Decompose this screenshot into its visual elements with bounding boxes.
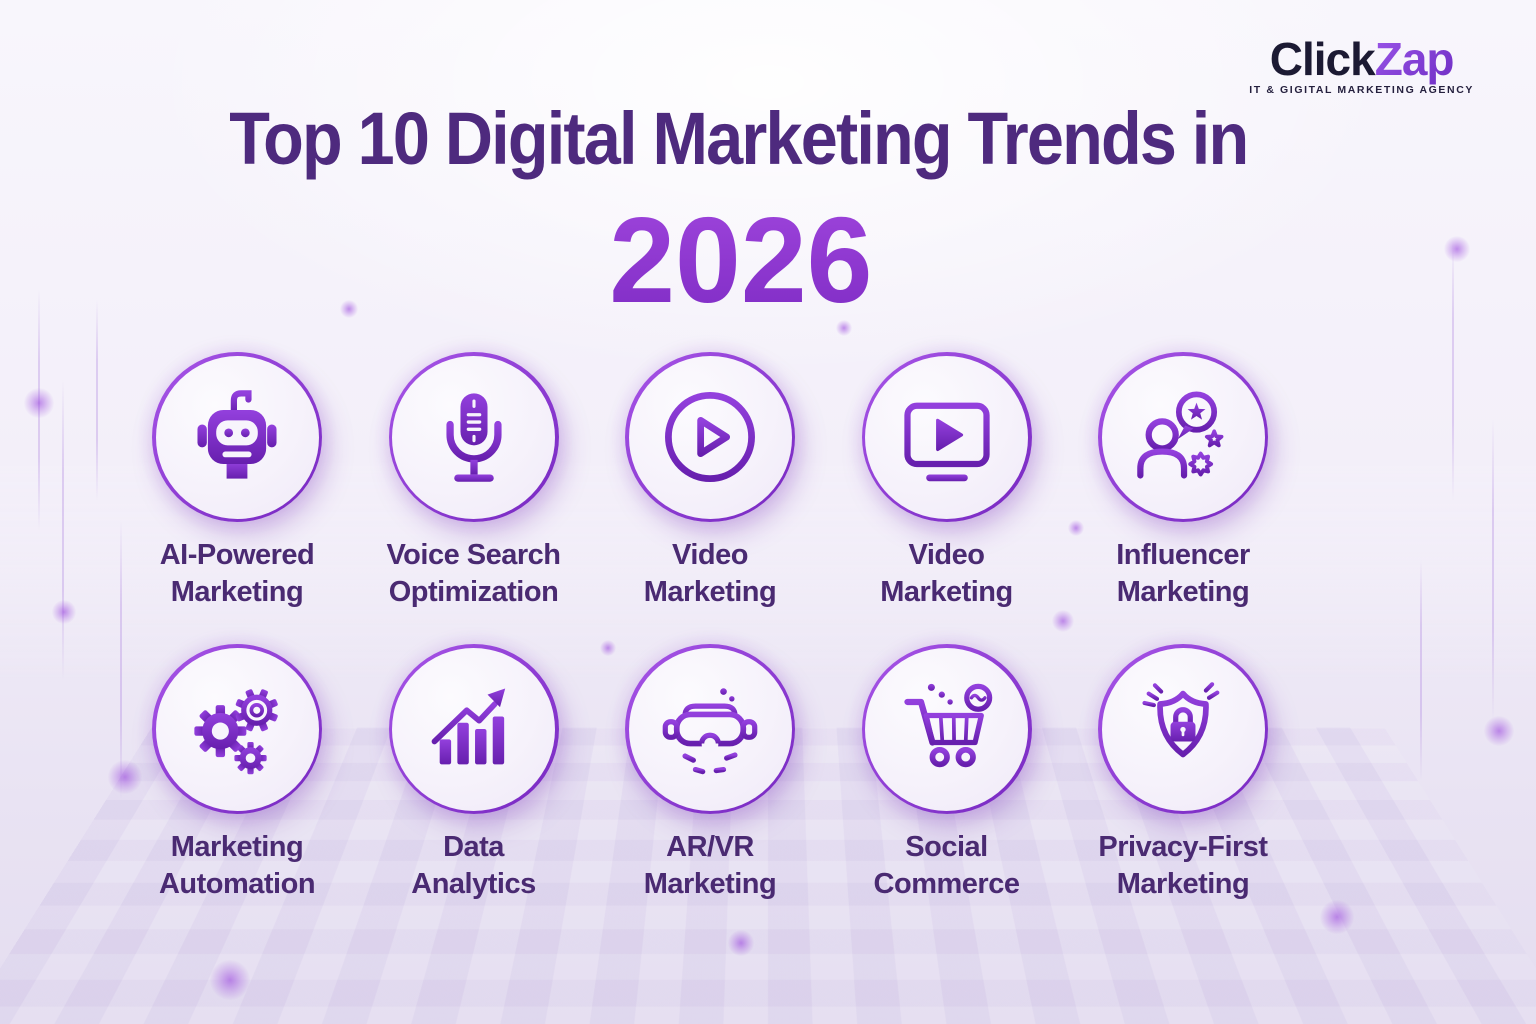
shopping-cart-icon [861, 644, 1032, 814]
trend-label-line2: Marketing [643, 576, 777, 608]
brand-name: ClickZap [1249, 36, 1474, 82]
trend-label-line1: Marketing [170, 831, 304, 863]
brand-name-primary: Click [1269, 33, 1376, 85]
glow-speck [1320, 900, 1354, 934]
trend-label-line2: Marketing [880, 576, 1013, 608]
glow-speck [210, 960, 250, 1000]
trend-label-line1: Social [905, 831, 988, 863]
glow-speck [24, 388, 54, 418]
glow-speck [728, 930, 754, 956]
trend-card-ai-powered-marketing: AI-Powered Marketing [127, 352, 347, 611]
circuit-line [96, 300, 98, 500]
trend-card-data-analytics: Data Analytics [364, 644, 584, 903]
trend-label: Video Marketing [837, 537, 1057, 611]
trend-label: Social Commerce [837, 829, 1057, 903]
trend-label-line1: Voice Search [386, 539, 561, 571]
trend-card-video-marketing-1: Video Marketing [600, 352, 820, 611]
trend-label-line1: Privacy-First [1098, 831, 1268, 863]
brand-logo: ClickZap IT & GIGITAL MARKETING AGENCY [1249, 36, 1474, 96]
trend-label-line2: Marketing [1116, 868, 1250, 900]
trend-label: AI-Powered Marketing [127, 537, 347, 611]
vr-headset-icon [625, 644, 795, 814]
trend-card-privacy-first-marketing: Privacy-First Marketing [1073, 644, 1293, 903]
glow-speck [1444, 236, 1470, 262]
circuit-line [1452, 240, 1454, 500]
trend-label-line2: Optimization [388, 576, 559, 608]
circuit-line [1420, 560, 1422, 780]
icon-circle [865, 355, 1028, 519]
trend-label-line2: Marketing [1116, 576, 1250, 608]
icon-circle [628, 647, 792, 811]
brand-tagline: IT & GIGITAL MARKETING AGENCY [1249, 84, 1474, 96]
icon-circle [155, 355, 319, 519]
trend-label: Data Analytics [364, 829, 584, 903]
trend-label-line1: Influencer [1116, 539, 1250, 571]
trend-label: Marketing Automation [127, 829, 347, 903]
title-year: 2026 [23, 190, 1513, 330]
brand-name-accent: Zap [1374, 33, 1455, 85]
trend-label-line2: Analytics [411, 868, 536, 900]
glow-speck [1068, 520, 1084, 536]
robot-icon [152, 352, 322, 522]
trend-card-marketing-automation: Marketing Automation [127, 644, 347, 903]
trend-card-voice-search-optimization: Voice Search Optimization [364, 352, 584, 611]
icon-circle [392, 647, 555, 811]
glow-speck [600, 640, 616, 656]
trend-label-line2: Marketing [643, 868, 777, 900]
trend-label-line1: AR/VR [666, 831, 754, 863]
trend-label: Video Marketing [600, 537, 820, 611]
glow-speck [1052, 610, 1074, 632]
trend-card-influencer-marketing: Influencer Marketing [1073, 352, 1293, 611]
page-title: Top 10 Digital Marketing Trends in [229, 97, 1249, 180]
trend-label-line1: Video [908, 539, 985, 571]
glow-speck [340, 300, 358, 318]
trend-label-line1: AI-Powered [159, 539, 315, 571]
shield-lock-icon [1098, 644, 1268, 814]
trend-label-line2: Automation [158, 868, 316, 900]
icon-circle [155, 647, 319, 811]
circuit-line [1492, 420, 1494, 720]
play-circle-icon [625, 352, 795, 522]
trend-label: Influencer Marketing [1073, 537, 1293, 611]
icon-circle [392, 355, 555, 519]
trend-row-1: AI-Powered Marketing [127, 352, 1293, 611]
bar-chart-growth-icon [388, 644, 559, 814]
glow-speck [1484, 716, 1514, 746]
trend-label: Voice Search Optimization [364, 537, 584, 611]
trend-label-line2: Marketing [170, 576, 304, 608]
trend-card-social-commerce: Social Commerce [837, 644, 1057, 903]
gears-icon [152, 644, 322, 814]
icon-circle [865, 647, 1028, 811]
trend-label-line1: Video [672, 539, 748, 571]
glow-speck [836, 320, 852, 336]
trend-label-line1: Data [443, 831, 504, 863]
icon-circle [1101, 355, 1265, 519]
trend-card-ar-vr-marketing: AR/VR Marketing [600, 644, 820, 903]
influencer-icon [1098, 352, 1268, 522]
glow-speck [108, 760, 142, 794]
glow-speck [52, 600, 76, 624]
monitor-play-icon [861, 352, 1032, 522]
microphone-icon [388, 352, 559, 522]
trend-card-video-marketing-2: Video Marketing [837, 352, 1057, 611]
icon-circle [628, 355, 792, 519]
trend-row-2: Marketing Automation Data [127, 644, 1293, 903]
icon-circle [1101, 647, 1265, 811]
trend-label-line2: Commerce [873, 868, 1020, 900]
trend-label: Privacy-First Marketing [1073, 829, 1293, 903]
trend-label: AR/VR Marketing [600, 829, 820, 903]
circuit-line [62, 380, 64, 680]
circuit-line [120, 520, 122, 800]
